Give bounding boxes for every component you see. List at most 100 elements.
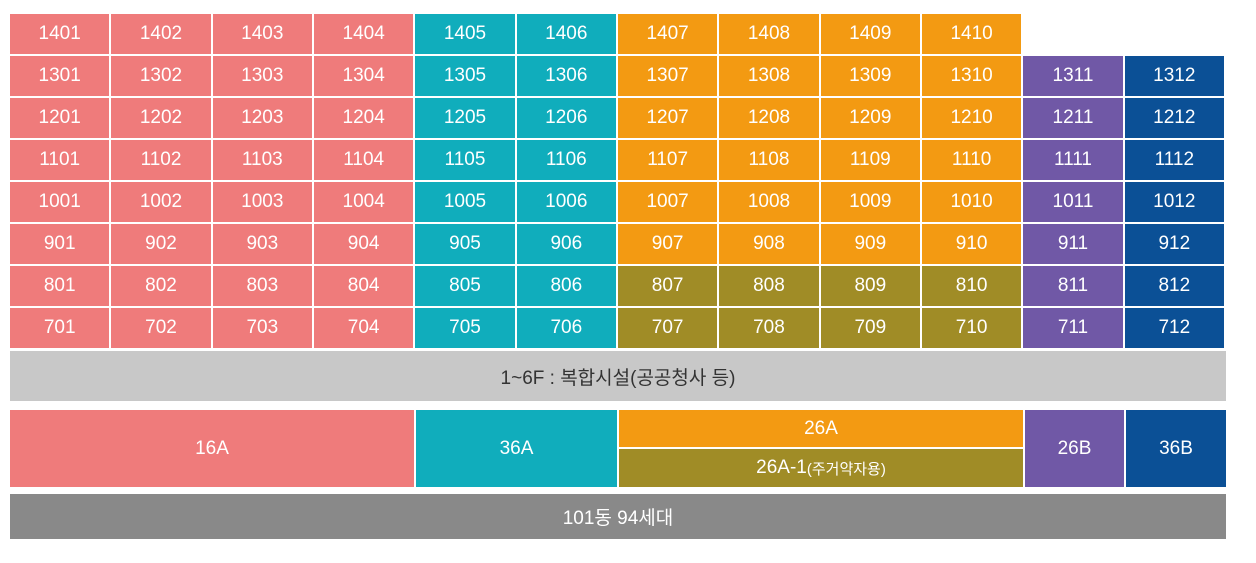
unit-cell: 812 <box>1124 266 1226 308</box>
unit-cell: 1209 <box>820 98 922 140</box>
unit-cell: 1109 <box>820 140 922 182</box>
unit-cell: 709 <box>820 308 922 350</box>
unit-cell: 1107 <box>617 140 720 182</box>
unit-cell: 1105 <box>415 140 517 182</box>
unit-cell: 1404 <box>313 14 416 56</box>
floor-row: 1301 1302 1303 1304 1305 1306 1307 1308 1309 1310… <box>10 56 1226 98</box>
unit-cell: 904 <box>313 224 416 266</box>
unit-cell: 1407 <box>617 14 720 56</box>
type-26a-1-block: 26A-1 (주거약자용) <box>619 449 1025 487</box>
unit-cell: 909 <box>820 224 922 266</box>
unit-cell: 907 <box>617 224 720 266</box>
unit-cell: 1402 <box>111 14 213 56</box>
unit-cell: 1208 <box>719 98 821 140</box>
podium-facilities-bar: 1~6F : 복합시설(공공청사 등) <box>10 351 1226 401</box>
unit-cell: 1007 <box>617 182 720 224</box>
type-26a-1-label: 26A-1 <box>756 457 807 478</box>
floor-row: 901 902 903 904 905 906 907 908 909 910 911 912 <box>10 224 1226 266</box>
unit-cell: 901 <box>10 224 112 266</box>
unit-cell: 1207 <box>617 98 720 140</box>
unit-cell: 1309 <box>820 56 922 98</box>
unit-cell: 1112 <box>1124 140 1226 182</box>
unit-cell: 1311 <box>1023 56 1125 98</box>
unit-cell: 805 <box>415 266 517 308</box>
unit-cell: 802 <box>111 266 213 308</box>
unit-cell: 1106 <box>516 140 618 182</box>
type-26a-block: 26A <box>619 410 1025 448</box>
floor-row: 1001 1002 1003 1004 1005 1006 1007 1008 1009 1010… <box>10 182 1226 224</box>
unit-cell: 703 <box>212 308 314 350</box>
unit-cell: 808 <box>719 266 821 308</box>
unit-cell: 1003 <box>212 182 314 224</box>
unit-cell: 1409 <box>820 14 922 56</box>
floor-row: 1201 1202 1203 1204 1205 1206 1207 1208 1209 1210… <box>10 98 1226 140</box>
unit-cell: 1103 <box>212 140 314 182</box>
unit-cell: 1202 <box>111 98 213 140</box>
unit-cell: 1009 <box>820 182 922 224</box>
type-16a-label: 16A <box>195 437 229 459</box>
unit-cell: 1002 <box>111 182 213 224</box>
unit-cell: 707 <box>617 308 720 350</box>
unit-cell: 1408 <box>719 14 821 56</box>
unit-cell: 1212 <box>1124 98 1226 140</box>
unit-cell: 1008 <box>719 182 821 224</box>
floor-row: 801 802 803 804 805 806 807 808 809 810 811 812 <box>10 266 1226 308</box>
type-36a-block: 36A <box>416 410 619 487</box>
unit-cell: 1005 <box>415 182 517 224</box>
unit-cell: 1310 <box>921 56 1024 98</box>
unit-cell: 1211 <box>1023 98 1125 140</box>
unit-grid: 1401 1402 1403 1404 1405 1406 1407 1408 1409 1410… <box>10 14 1226 350</box>
unit-cell: 702 <box>111 308 213 350</box>
unit-cell: 1101 <box>10 140 112 182</box>
unit-cell: 1012 <box>1124 182 1226 224</box>
unit-cell: 706 <box>516 308 618 350</box>
unit-cell: 1006 <box>516 182 618 224</box>
unit-cell: 1201 <box>10 98 112 140</box>
unit-cell: 1306 <box>516 56 618 98</box>
unit-cell: 711 <box>1023 308 1125 350</box>
unit-cell: 804 <box>313 266 416 308</box>
unit-cell: 906 <box>516 224 618 266</box>
unit-cell: 712 <box>1124 308 1226 350</box>
unit-cell: 1410 <box>921 14 1024 56</box>
floor-row: 701 702 703 704 705 706 707 708 709 710 711 712 <box>10 308 1226 350</box>
unit-cell: 903 <box>212 224 314 266</box>
unit-cell: 1011 <box>1023 182 1125 224</box>
unit-cell: 1301 <box>10 56 112 98</box>
unit-cell: 910 <box>921 224 1024 266</box>
unit-cell: 708 <box>719 308 821 350</box>
building-summary-label: 101동 94세대 <box>562 508 674 529</box>
unit-cell: 1305 <box>415 56 517 98</box>
unit-cell: 1406 <box>516 14 618 56</box>
unit-cell: 801 <box>10 266 112 308</box>
unit-cell: 1001 <box>10 182 112 224</box>
type-26b-label: 26B <box>1057 437 1092 459</box>
unit-cell: 1205 <box>415 98 517 140</box>
unit-cell: 1110 <box>921 140 1024 182</box>
unit-cell: 1010 <box>921 182 1024 224</box>
unit-cell: 1403 <box>212 14 314 56</box>
unit-cell: 1401 <box>10 14 112 56</box>
unit-cell: 1405 <box>415 14 517 56</box>
unit-cell: 1104 <box>313 140 416 182</box>
unit-cell: 902 <box>111 224 213 266</box>
unit-cell: 1111 <box>1023 140 1125 182</box>
unit-cell: 1302 <box>111 56 213 98</box>
unit-cell: 1204 <box>313 98 416 140</box>
unit-cell: 701 <box>10 308 112 350</box>
unit-cell: 1206 <box>516 98 618 140</box>
unit-cell: 807 <box>617 266 720 308</box>
unit-cell: 1308 <box>719 56 821 98</box>
unit-cell: 1203 <box>212 98 314 140</box>
floor-row: 1401 1402 1403 1404 1405 1406 1407 1408 1409 1410 <box>10 14 1226 56</box>
unit-cell: 908 <box>719 224 821 266</box>
unit-cell: 811 <box>1023 266 1125 308</box>
unit-cell: 809 <box>820 266 922 308</box>
unit-cell: 1303 <box>212 56 314 98</box>
unit-cell: 905 <box>415 224 517 266</box>
unit-cell: 1004 <box>313 182 416 224</box>
type-36b-block: 36B <box>1126 410 1226 487</box>
unit-cell: 911 <box>1023 224 1125 266</box>
unit-cell: 705 <box>415 308 517 350</box>
unit-cell: 1307 <box>617 56 720 98</box>
